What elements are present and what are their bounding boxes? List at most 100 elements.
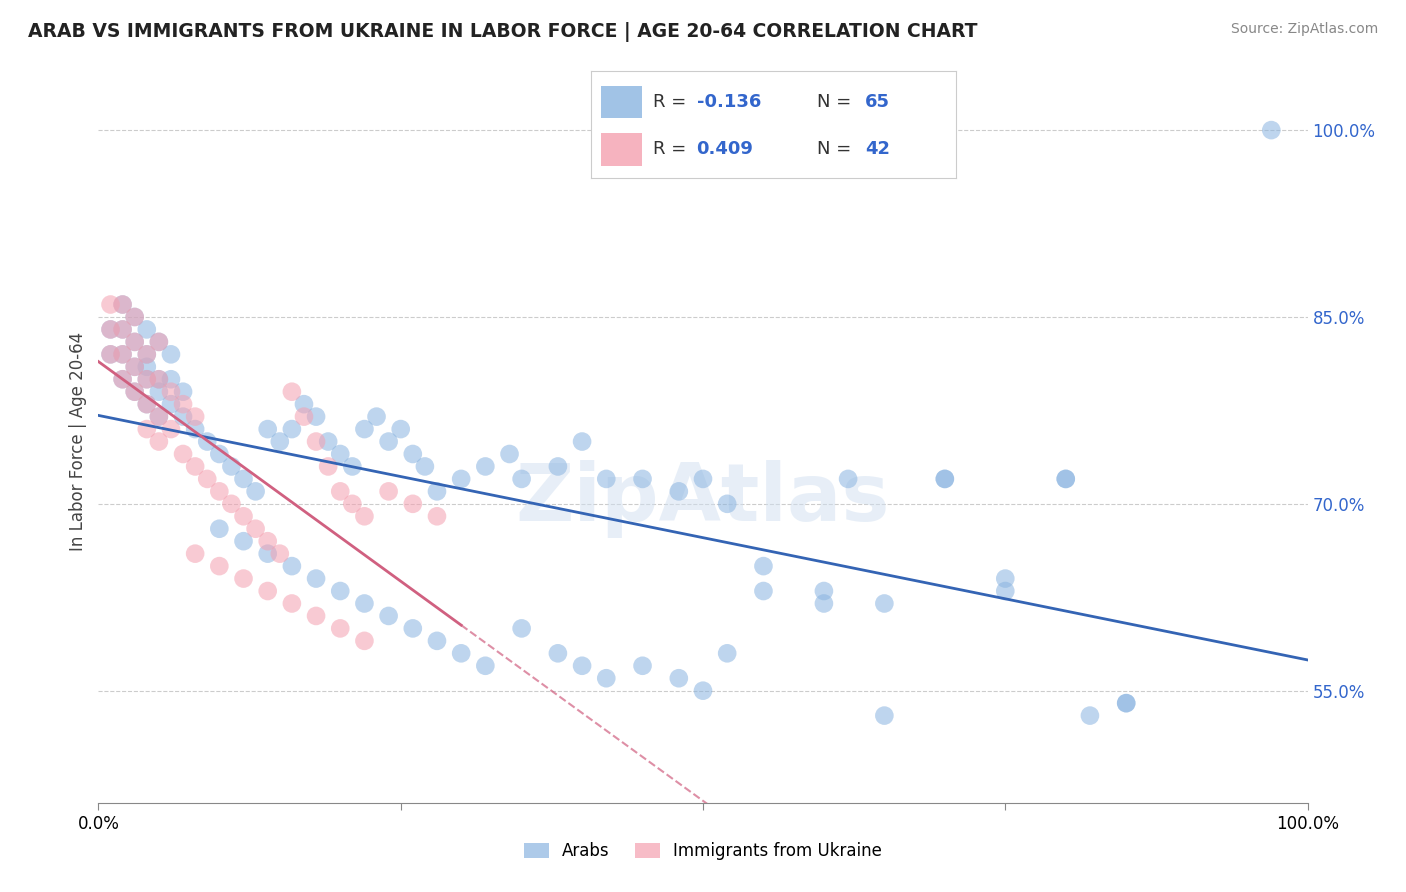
- Point: [752, 584, 775, 599]
- Point: [305, 409, 328, 424]
- Point: [124, 384, 146, 399]
- Point: [135, 372, 157, 386]
- Point: [329, 447, 352, 461]
- Point: [100, 322, 122, 336]
- Point: [571, 434, 593, 449]
- Point: [377, 484, 399, 499]
- Point: [256, 422, 278, 436]
- Point: [813, 597, 835, 611]
- Point: [135, 397, 157, 411]
- Point: [450, 472, 472, 486]
- Point: [100, 347, 122, 361]
- Point: [124, 359, 146, 374]
- Point: [329, 621, 352, 635]
- Text: N =: N =: [817, 141, 858, 159]
- Point: [813, 584, 835, 599]
- Point: [668, 671, 690, 685]
- Point: [124, 334, 146, 349]
- Point: [160, 397, 183, 411]
- Point: [148, 384, 170, 399]
- Point: [208, 559, 231, 574]
- Point: [111, 322, 134, 336]
- Point: [547, 459, 569, 474]
- Point: [184, 547, 207, 561]
- Point: [510, 472, 533, 486]
- Point: [1115, 696, 1137, 710]
- Point: [1115, 696, 1137, 710]
- Point: [873, 708, 896, 723]
- Point: [402, 447, 425, 461]
- Point: [195, 472, 218, 486]
- Point: [256, 547, 278, 561]
- Point: [111, 322, 134, 336]
- Point: [221, 497, 243, 511]
- Point: [124, 384, 146, 399]
- Point: [281, 597, 304, 611]
- Point: [716, 497, 738, 511]
- Point: [474, 459, 496, 474]
- Point: [135, 359, 157, 374]
- Point: [148, 334, 170, 349]
- Point: [135, 422, 157, 436]
- Point: [994, 572, 1017, 586]
- Point: [160, 384, 183, 399]
- Point: [100, 297, 122, 311]
- Point: [426, 484, 449, 499]
- Point: [934, 472, 956, 486]
- Point: [934, 472, 956, 486]
- Point: [1054, 472, 1077, 486]
- Point: [329, 484, 352, 499]
- Point: [631, 658, 654, 673]
- Point: [292, 397, 315, 411]
- Point: [595, 671, 617, 685]
- Point: [148, 372, 170, 386]
- Point: [510, 621, 533, 635]
- Point: [668, 484, 690, 499]
- Point: [184, 422, 207, 436]
- Point: [160, 422, 183, 436]
- Point: [837, 472, 859, 486]
- Point: [692, 683, 714, 698]
- Point: [353, 509, 375, 524]
- Point: [426, 509, 449, 524]
- Point: [1054, 472, 1077, 486]
- Point: [111, 297, 134, 311]
- Point: [256, 534, 278, 549]
- Bar: [602, 87, 641, 119]
- Point: [353, 633, 375, 648]
- Point: [256, 584, 278, 599]
- Text: 42: 42: [865, 141, 890, 159]
- Point: [353, 597, 375, 611]
- Point: [124, 359, 146, 374]
- Point: [752, 559, 775, 574]
- Point: [498, 447, 520, 461]
- Point: [1260, 123, 1282, 137]
- Point: [281, 384, 304, 399]
- Point: [692, 472, 714, 486]
- Point: [245, 522, 267, 536]
- Point: [994, 584, 1017, 599]
- Point: [269, 434, 291, 449]
- Point: [413, 459, 436, 474]
- Point: [148, 409, 170, 424]
- Text: 65: 65: [865, 94, 890, 112]
- Text: N =: N =: [817, 94, 858, 112]
- Point: [426, 633, 449, 648]
- Point: [148, 409, 170, 424]
- Point: [1078, 708, 1101, 723]
- Point: [474, 658, 496, 673]
- Point: [281, 559, 304, 574]
- Point: [100, 347, 122, 361]
- Point: [135, 397, 157, 411]
- Point: [111, 372, 134, 386]
- Text: R =: R =: [652, 94, 692, 112]
- Point: [305, 434, 328, 449]
- Point: [232, 472, 254, 486]
- Point: [631, 472, 654, 486]
- Point: [245, 484, 267, 499]
- Point: [402, 621, 425, 635]
- Point: [353, 422, 375, 436]
- Bar: [602, 134, 641, 166]
- Point: [184, 459, 207, 474]
- Point: [148, 372, 170, 386]
